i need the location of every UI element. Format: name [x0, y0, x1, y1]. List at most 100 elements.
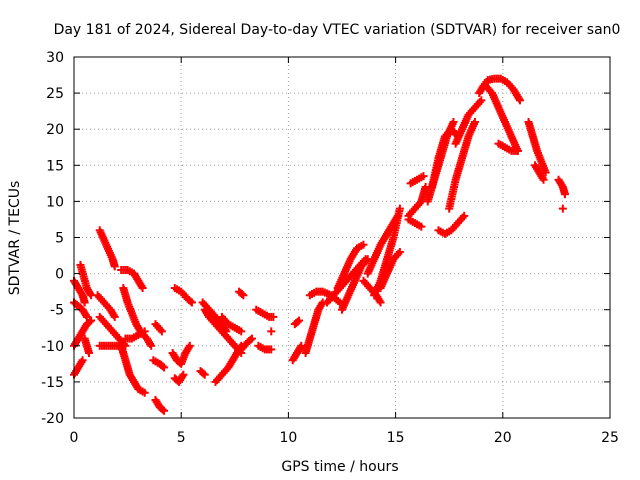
series-arc-15 [149, 356, 169, 372]
data-point [477, 96, 486, 105]
data-point [179, 370, 188, 379]
y-tick-label: 30 [46, 50, 64, 66]
series-arc-28 [252, 305, 278, 321]
data-point [110, 262, 119, 271]
data-point [140, 388, 149, 397]
data-point [160, 363, 169, 372]
y-axis-label: SDTVAR / TECUs [7, 181, 23, 296]
data-point [269, 312, 278, 321]
data-point [187, 298, 196, 307]
y-tick-label: 25 [46, 86, 64, 102]
data-point [560, 190, 569, 199]
series-arc-14 [121, 327, 149, 343]
series-arc-13 [117, 265, 147, 293]
data-point [267, 345, 276, 354]
series-arc-32 [290, 316, 304, 329]
series-arc-30 [267, 327, 276, 336]
series-arc-36 [333, 240, 368, 293]
data-point [297, 341, 306, 350]
data-point [460, 211, 469, 220]
data-point [85, 317, 94, 326]
data-point [419, 172, 428, 181]
y-tick-label: -15 [41, 375, 64, 391]
series-arc-29 [254, 341, 276, 354]
series-arc-25 [196, 367, 209, 379]
data-point [293, 317, 302, 326]
data-point [247, 334, 256, 343]
data-point [85, 349, 94, 358]
series-arc-47 [434, 211, 469, 238]
series-arc-33 [301, 298, 327, 358]
data-point [222, 327, 231, 336]
x-tick-label: 0 [70, 430, 79, 446]
x-tick-label: 15 [387, 430, 405, 446]
data-point [82, 312, 91, 321]
series-arc-01 [70, 276, 89, 307]
y-tick-label: 15 [46, 158, 64, 174]
data-point [185, 341, 194, 350]
series-arc-24 [217, 312, 246, 336]
y-tick-label: -10 [41, 339, 64, 355]
data-point [160, 406, 169, 415]
series-arc-18 [168, 341, 194, 368]
x-tick-label: 25 [601, 430, 619, 446]
data-point [295, 316, 304, 325]
data-point [246, 335, 255, 344]
data-point [513, 146, 522, 155]
y-tick-label: 0 [55, 267, 64, 283]
grid-lines [74, 57, 610, 418]
data-point [267, 327, 276, 336]
series-arc-17 [151, 395, 169, 415]
data-point [157, 327, 166, 336]
y-tick-labels: -20 -15 -10 -5 0 5 10 15 20 25 30 [41, 50, 64, 427]
series-arc-54 [530, 161, 548, 184]
series-arc-50 [475, 74, 524, 105]
series-arc-19 [170, 370, 188, 386]
series-arc-11 [117, 341, 149, 397]
series-arc-43 [404, 215, 426, 231]
x-tick-labels: 0 5 10 15 20 25 [70, 430, 619, 446]
x-tick-label: 5 [177, 430, 186, 446]
series-arc-48 [445, 117, 479, 213]
data-point [237, 290, 246, 299]
series-arc-52 [494, 139, 522, 155]
series-arc-26 [237, 334, 256, 354]
data-point [138, 284, 147, 293]
series-arc-49 [451, 96, 486, 148]
series-arc-41 [376, 247, 404, 293]
y-tick-label: -20 [41, 411, 64, 427]
data-point [449, 117, 458, 126]
series-arc-53 [524, 117, 550, 177]
data-point [239, 291, 248, 300]
series-arc-55 [554, 175, 569, 199]
series-arc-07 [95, 226, 119, 271]
series-arc-22 [198, 298, 231, 336]
data-point [200, 370, 209, 379]
data-point [417, 222, 426, 231]
data-markers [70, 74, 569, 415]
x-axis-label: GPS time / hours [281, 459, 398, 475]
series-arc-09 [93, 291, 119, 321]
data-point [515, 96, 524, 105]
series-arc-06 [80, 334, 94, 358]
data-point [376, 298, 385, 307]
y-tick-label: -5 [50, 303, 64, 319]
data-point [110, 312, 119, 321]
series-arc-04 [70, 356, 87, 379]
series-arc-51 [481, 81, 522, 155]
data-point [237, 327, 246, 336]
chart-title: Day 181 of 2024, Sidereal Day-to-day VTE… [54, 22, 621, 38]
data-point [395, 247, 404, 256]
data-point [158, 362, 167, 371]
data-point [186, 297, 195, 306]
series-arc-20 [170, 284, 196, 307]
x-tick-label: 10 [279, 430, 297, 446]
y-tick-label: 20 [46, 122, 64, 138]
data-point [140, 327, 149, 336]
y-tick-label: 5 [55, 231, 64, 247]
axis-ticks [73, 56, 611, 419]
data-point [539, 175, 548, 184]
series-arc-31 [288, 341, 306, 365]
data-point [158, 405, 167, 414]
